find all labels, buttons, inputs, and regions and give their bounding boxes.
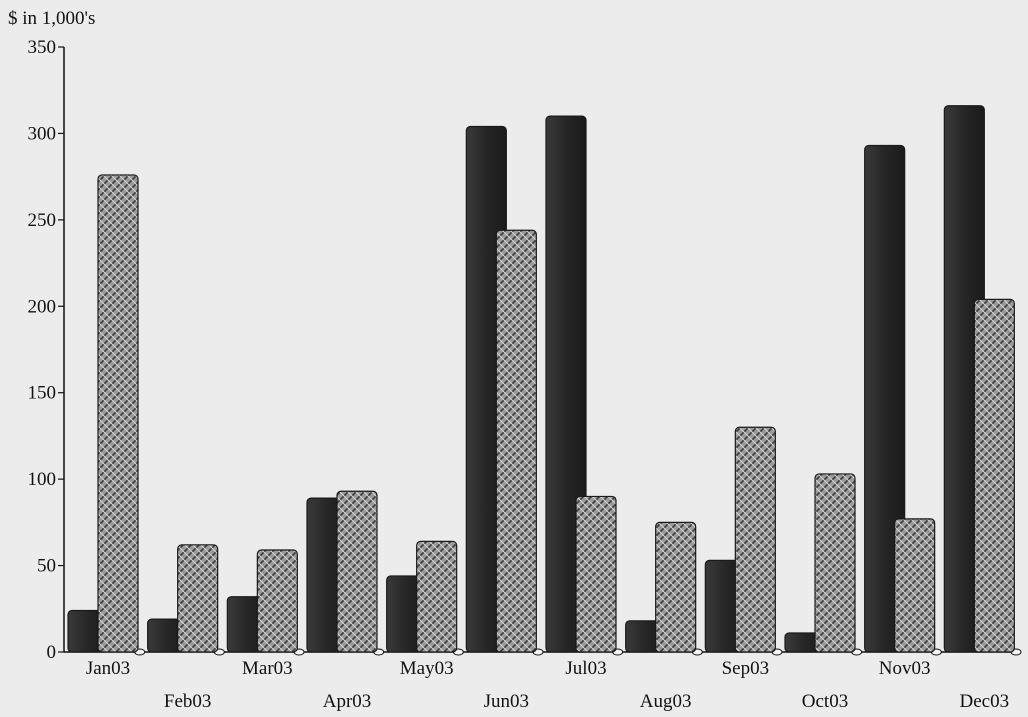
x-tick-label-Jan03: Jan03	[86, 658, 130, 679]
y-tick-label: 250	[28, 210, 57, 231]
bar-May03-series-2	[416, 540, 458, 653]
bar-Feb03-series-2	[177, 544, 219, 653]
bar-Jun03-series-2	[495, 229, 537, 653]
bar-Oct03-series-2	[814, 473, 856, 653]
x-tick-label-Jun03: Jun03	[484, 691, 529, 712]
y-tick-label: 300	[28, 123, 57, 144]
bar-Nov03-series-2	[894, 518, 936, 653]
bar-Dec03-series-2	[973, 298, 1015, 653]
y-axis-unit-label: $ in 1,000's	[8, 8, 95, 29]
bar-Sep03-series-2	[734, 426, 776, 653]
x-tick-label-Apr03: Apr03	[323, 691, 372, 712]
x-tick-label-Feb03: Feb03	[164, 691, 212, 712]
y-tick-label: 150	[28, 383, 57, 404]
x-tick-label-Sep03: Sep03	[722, 658, 770, 679]
y-tick-label: 350	[28, 37, 57, 58]
bar-Mar03-series-2	[256, 549, 298, 653]
x-tick-label-Aug03: Aug03	[640, 691, 692, 712]
bar-Jul03-series-2	[575, 495, 617, 653]
x-tick-label-Dec03: Dec03	[960, 691, 1010, 712]
x-tick-label-Nov03: Nov03	[879, 658, 931, 679]
bar-Jan03-series-2	[97, 174, 139, 653]
y-tick-label: 50	[37, 556, 56, 577]
y-tick-label: 200	[28, 296, 57, 317]
y-tick-label: 0	[47, 642, 57, 663]
bar-Apr03-series-2	[336, 490, 378, 653]
x-tick-label-May03: May03	[400, 658, 454, 679]
x-tick-label-Oct03: Oct03	[802, 691, 848, 712]
x-tick-label-Jul03: Jul03	[565, 658, 606, 679]
x-tick-label-Mar03: Mar03	[242, 658, 293, 679]
bar-Aug03-series-2	[655, 521, 697, 653]
y-tick-label: 100	[28, 469, 57, 490]
